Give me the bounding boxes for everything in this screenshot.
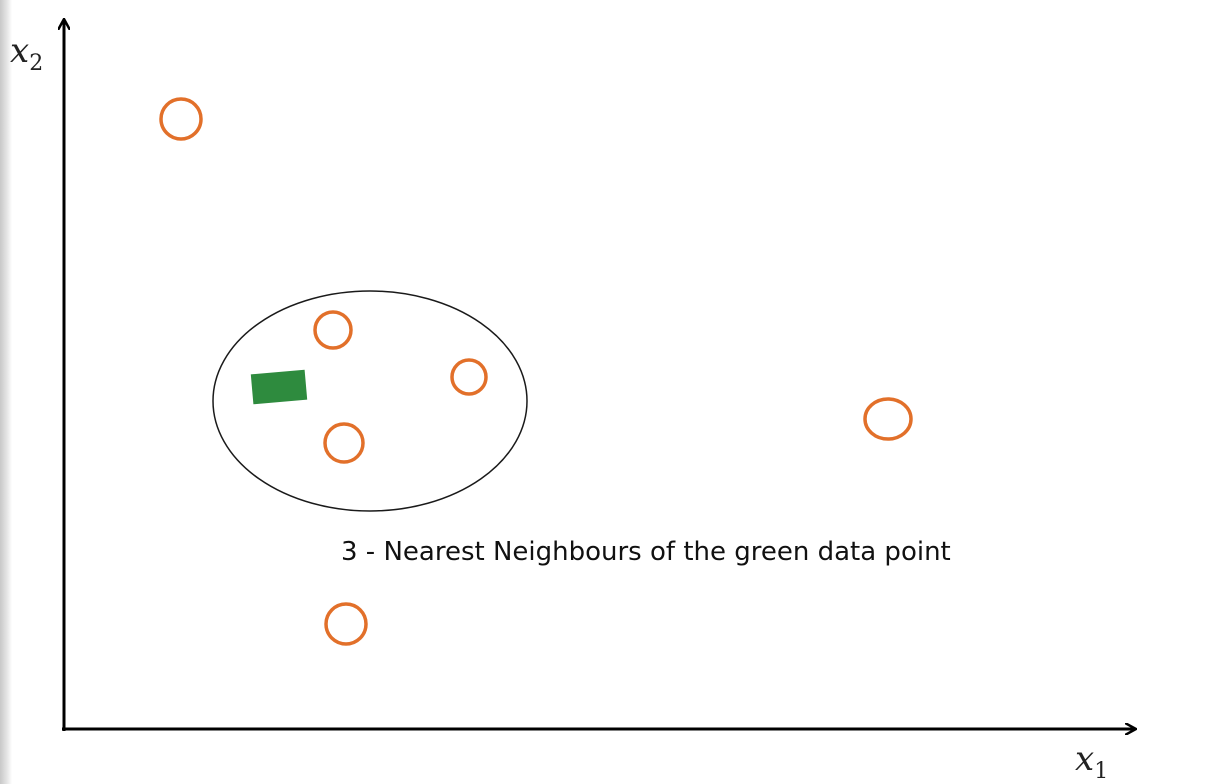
neighbor-point-p3 (452, 360, 486, 394)
data-point-p1 (161, 99, 201, 139)
x-axis-label: x1 (1075, 739, 1108, 784)
query-point-green (251, 370, 307, 405)
diagram-caption: 3 - Nearest Neighbours of the green data… (341, 537, 951, 567)
neighbor-point-p4 (325, 424, 363, 462)
y-axis-label: x2 (10, 31, 43, 76)
data-point-p6 (326, 604, 366, 644)
data-point-p5 (865, 399, 911, 439)
neighbor-point-p2 (315, 312, 351, 348)
